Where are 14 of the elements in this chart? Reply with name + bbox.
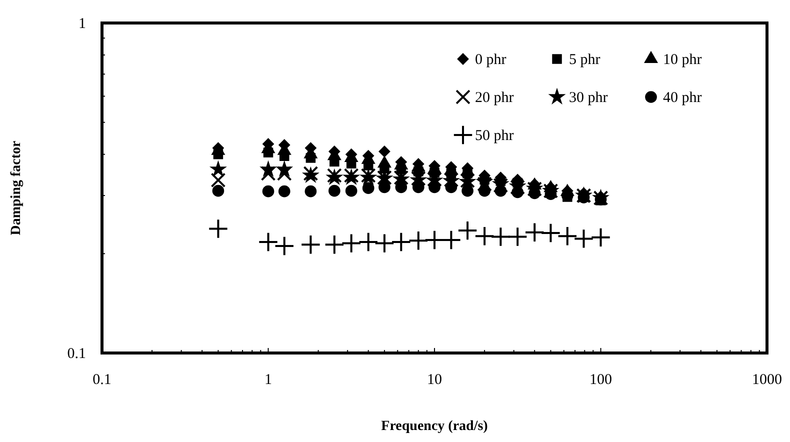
legend-label: 40 phr xyxy=(663,90,702,106)
legend-label: 50 phr xyxy=(475,128,514,144)
x-tick-label: 1 xyxy=(264,372,272,388)
legend-label: 5 phr xyxy=(569,52,600,68)
legend-label: 0 phr xyxy=(475,52,506,68)
x-tick-label: 10 xyxy=(427,372,442,388)
legend-label: 20 phr xyxy=(475,90,514,106)
x-tick-label: 100 xyxy=(590,372,612,388)
y-axis-title: Damping factor xyxy=(9,140,24,236)
x-tick-label: 1000 xyxy=(752,372,782,388)
x-tick-label: 0.1 xyxy=(92,372,112,388)
legend-label: 10 phr xyxy=(663,52,702,68)
legend-label: 30 phr xyxy=(569,90,608,106)
x-axis-title: Frequency (rad/s) xyxy=(381,419,488,434)
